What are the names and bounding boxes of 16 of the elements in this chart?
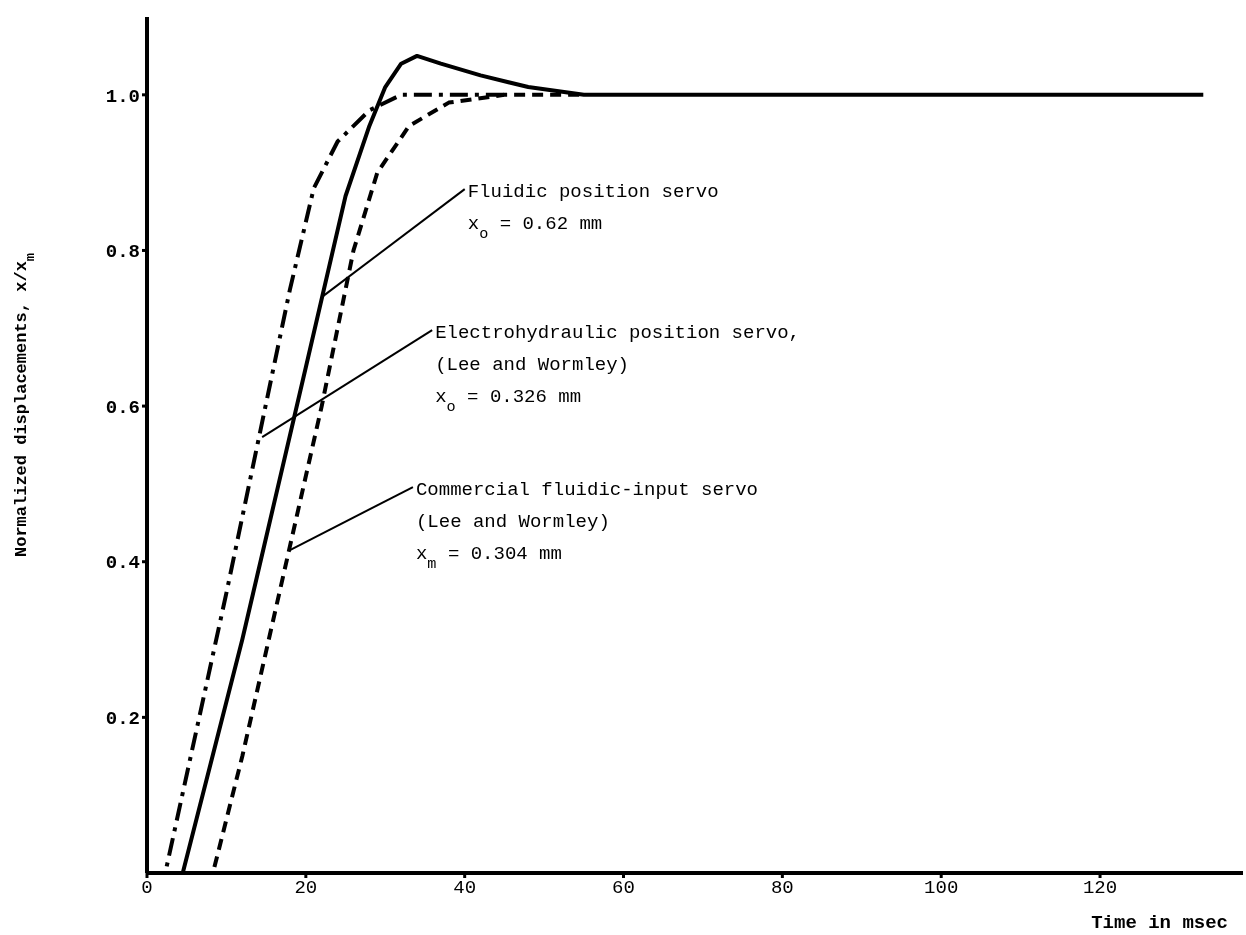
x-tick-label: 60 — [612, 877, 635, 900]
y-tick-label: 0.8 — [105, 241, 140, 264]
annotation: Electrohydraulic position servo, (Lee and Wormley) x$_{o}$ = 0.326 mm — [435, 322, 801, 417]
x-tick-label: 80 — [770, 877, 794, 900]
x-tick-label: 100 — [924, 877, 959, 900]
x-tick-label: 20 — [294, 877, 318, 900]
y-tick-label: 0.4 — [105, 552, 140, 575]
y-tick-label: 0.2 — [105, 708, 140, 731]
annotation: Commercial fluidic-input servo (Lee and Wormley) x$_{m}$ = 0.304 mm — [415, 479, 759, 574]
annotation: Fluidic position servo x$_{o}$ = 0.62 mm — [467, 181, 719, 244]
x-axis-title: Time in msec — [1091, 912, 1228, 934]
y-tick-label: 1.0 — [105, 85, 140, 108]
y-tick-label: 0.6 — [105, 396, 140, 419]
x-tick-label: 120 — [1082, 877, 1118, 900]
x-tick-label: 40 — [453, 877, 477, 900]
x-tick-label: 0 — [141, 877, 153, 900]
